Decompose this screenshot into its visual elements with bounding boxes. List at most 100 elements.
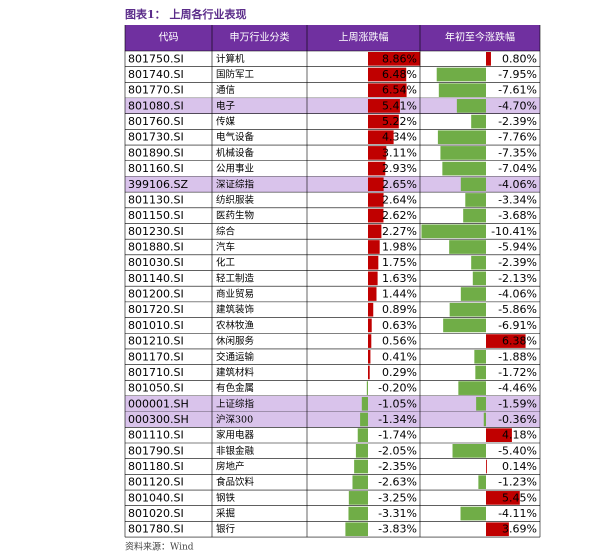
week-cell: 5.41% [382,99,417,112]
week-cell: 4.34% [382,131,417,144]
ytd-cell: 0.80% [502,52,537,65]
week-cell: 1.44% [382,288,417,301]
header-cell: 年初至今涨跌幅 [445,31,515,44]
name-cell: 汽车 [216,241,235,253]
data-bar [478,475,486,490]
code-cell: 000300.SH [128,413,189,426]
code-cell: 801160.SI [128,162,184,175]
code-cell: 801740.SI [128,68,184,81]
data-bar [438,83,486,98]
ytd-cell: -5.86% [498,303,537,316]
data-bar [458,381,486,395]
week-cell: -3.31% [378,507,417,520]
data-bar [421,224,486,239]
name-cell: 采掘 [216,508,235,520]
week-cell: -1.74% [378,429,417,442]
ytd-cell: -5.40% [498,444,537,457]
ytd-cell: -2.39% [498,115,537,128]
week-cell: 3.11% [382,146,417,159]
ytd-cell: -1.23% [498,476,537,489]
week-cell: 0.41% [382,350,417,363]
code-cell: 000001.SH [128,397,189,410]
code-cell: 801150.SI [128,209,184,222]
data-bar [449,240,486,254]
name-cell: 电气设备 [216,131,255,143]
name-cell: 上证综指 [216,398,255,410]
code-cell: 801120.SI [128,476,184,489]
code-cell: 801780.SI [128,523,184,536]
data-bar [486,491,520,505]
week-cell: 2.64% [382,193,417,206]
ytd-cell: -6.91% [498,319,537,332]
code-cell: 801020.SI [128,507,184,520]
code-cell: 801050.SI [128,382,184,395]
ytd-cell: -3.68% [498,209,537,222]
code-cell: 801130.SI [128,193,184,206]
data-bar [345,522,368,537]
code-cell: 801720.SI [128,303,184,316]
code-cell: 801880.SI [128,241,184,254]
data-bar [486,52,491,66]
data-bar [360,412,368,427]
ytd-cell: -1.72% [498,366,537,379]
week-cell: 2.93% [382,162,417,175]
name-cell: 公用事业 [216,163,254,175]
data-bar [442,161,486,176]
data-bar [348,491,368,505]
data-bar [465,193,486,207]
name-cell: 银行 [216,523,236,535]
data-bar [483,412,486,427]
data-bar [449,302,486,317]
week-cell: 0.56% [382,335,417,348]
code-cell: 801890.SI [128,146,184,159]
name-cell: 家用电器 [216,429,255,441]
data-bar [348,506,368,521]
data-bar [436,67,486,82]
week-cell: -2.63% [378,476,417,489]
code-cell: 801760.SI [128,115,184,128]
data-bar [368,177,384,192]
ytd-cell: -4.06% [498,288,537,301]
source: 资料来源：Wind [125,541,194,553]
name-cell: 国防军工 [216,69,255,81]
data-bar [486,459,487,474]
code-cell: 801750.SI [128,52,184,65]
name-cell: 农林牧渔 [216,319,255,331]
data-bar [352,475,368,490]
ytd-cell: -7.95% [498,68,537,81]
header-cell: 上周涨跌幅 [339,31,389,44]
ytd-cell: 5.45% [502,491,537,504]
data-bar [471,114,486,129]
data-bar [368,240,380,254]
ytd-cell: -4.70% [498,99,537,112]
data-bar [368,161,386,176]
week-cell: 1.98% [382,241,417,254]
data-bar [460,177,486,192]
data-bar [368,318,372,333]
ytd-cell: -4.11% [498,507,537,520]
week-cell: 0.89% [382,303,417,316]
code-cell: 801200.SI [128,288,184,301]
name-cell: 机械设备 [216,147,255,159]
data-bar [440,146,486,160]
week-cell: 1.75% [382,256,417,269]
week-cell: -1.05% [378,397,417,410]
data-bar [452,444,486,458]
data-bar [368,287,377,301]
name-cell: 交通运输 [216,351,255,363]
code-cell: 801230.SI [128,225,184,238]
week-cell: -1.34% [378,413,417,426]
week-cell: 0.63% [382,319,417,332]
ytd-cell: 6.38% [502,335,537,348]
data-bar [368,193,384,207]
data-bar [476,396,486,411]
ytd-cell: -2.13% [498,272,537,285]
code-cell: 801730.SI [128,131,184,144]
header-cell: 代码 [159,32,179,44]
row-highlight [125,176,540,193]
ytd-cell: 4.18% [502,429,537,442]
name-cell: 有色金属 [216,382,254,394]
data-bar [361,396,368,411]
week-cell: -3.25% [378,491,417,504]
data-bar [472,271,486,286]
